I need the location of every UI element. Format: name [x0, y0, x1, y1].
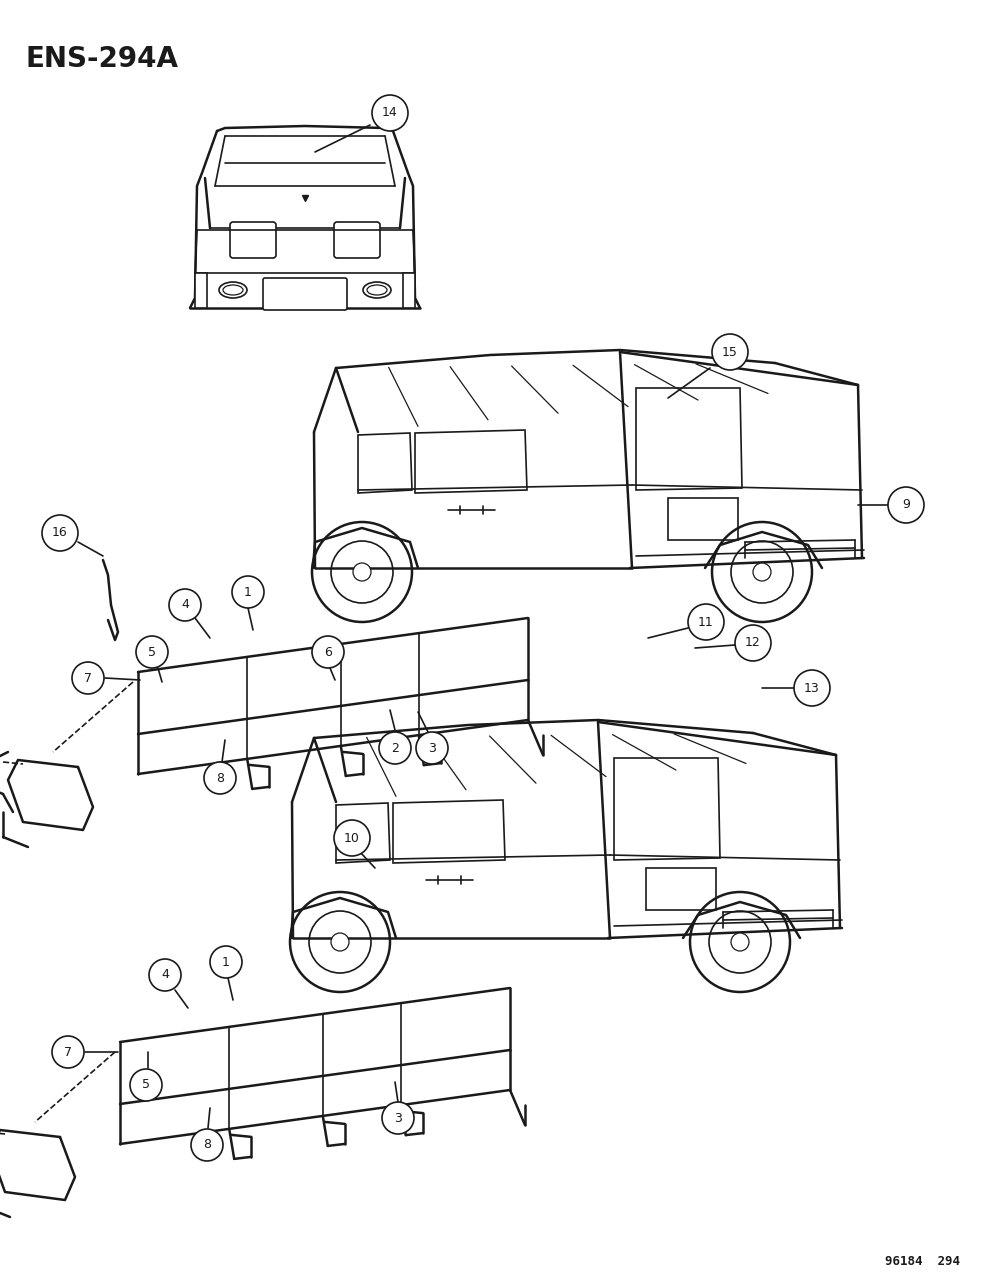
Text: 15: 15	[722, 346, 738, 358]
Circle shape	[372, 96, 408, 131]
FancyBboxPatch shape	[263, 278, 347, 310]
Circle shape	[169, 589, 201, 621]
Text: 3: 3	[394, 1112, 402, 1125]
Text: 4: 4	[181, 598, 189, 612]
Ellipse shape	[363, 282, 391, 298]
Text: ENS-294A: ENS-294A	[25, 45, 178, 73]
Circle shape	[312, 636, 344, 668]
Circle shape	[379, 732, 411, 764]
Circle shape	[731, 933, 749, 951]
Circle shape	[753, 564, 771, 581]
Circle shape	[712, 334, 748, 370]
Circle shape	[52, 1037, 84, 1068]
Ellipse shape	[223, 286, 243, 295]
Circle shape	[334, 820, 370, 856]
Text: 6: 6	[324, 645, 332, 658]
Circle shape	[204, 762, 236, 794]
Circle shape	[794, 669, 830, 706]
Text: 8: 8	[216, 771, 224, 784]
Bar	[195, 273, 207, 309]
Circle shape	[735, 625, 771, 660]
Bar	[403, 273, 415, 309]
Text: 11: 11	[698, 616, 714, 629]
Ellipse shape	[219, 282, 247, 298]
Circle shape	[888, 487, 924, 523]
Text: 9: 9	[902, 499, 910, 511]
Circle shape	[149, 959, 181, 991]
Circle shape	[130, 1068, 162, 1102]
Text: 10: 10	[344, 831, 360, 844]
Text: 7: 7	[64, 1046, 72, 1058]
Circle shape	[72, 662, 104, 694]
Text: 14: 14	[383, 107, 397, 120]
Circle shape	[210, 946, 242, 978]
Text: 12: 12	[745, 636, 761, 649]
Text: 16: 16	[53, 527, 67, 539]
Circle shape	[688, 604, 724, 640]
Text: 7: 7	[84, 672, 92, 685]
Circle shape	[382, 1102, 414, 1133]
FancyBboxPatch shape	[334, 222, 380, 258]
Text: 5: 5	[148, 645, 156, 658]
Text: 4: 4	[162, 969, 168, 982]
Circle shape	[136, 636, 168, 668]
Circle shape	[416, 732, 448, 764]
Text: 8: 8	[203, 1139, 211, 1151]
Text: 13: 13	[804, 682, 820, 695]
Ellipse shape	[367, 286, 387, 295]
Circle shape	[232, 576, 264, 608]
Circle shape	[42, 515, 78, 551]
Text: 1: 1	[222, 955, 230, 969]
Text: 1: 1	[244, 585, 252, 598]
Circle shape	[353, 564, 371, 581]
Circle shape	[331, 933, 349, 951]
Text: 96184  294: 96184 294	[885, 1255, 960, 1269]
Text: 2: 2	[391, 742, 399, 755]
FancyBboxPatch shape	[230, 222, 276, 258]
Text: 3: 3	[428, 742, 436, 755]
Circle shape	[191, 1128, 223, 1162]
Text: 5: 5	[142, 1079, 150, 1091]
